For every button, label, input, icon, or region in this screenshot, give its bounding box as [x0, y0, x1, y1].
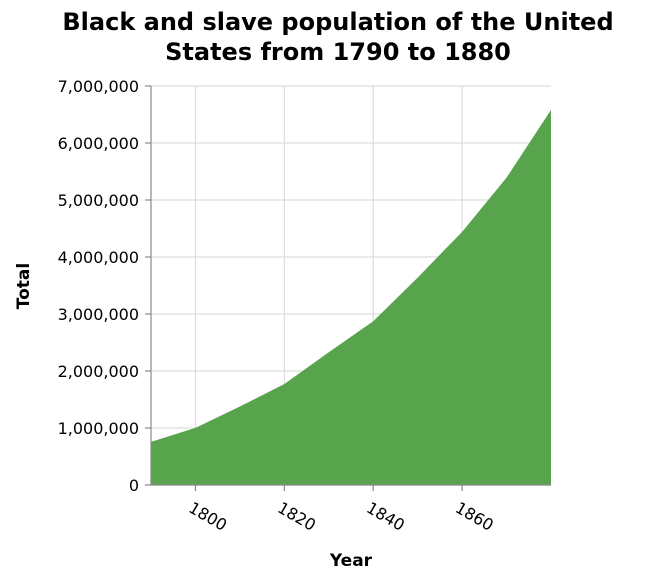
axes	[150, 86, 551, 486]
y-tick-label-7: 7,000,000	[58, 77, 139, 96]
x-tick-label-0: 1800	[185, 498, 230, 535]
y-tick-label-3: 3,000,000	[58, 305, 139, 324]
x-tick-label-3: 1860	[452, 498, 497, 535]
y-tick-label-6: 6,000,000	[58, 134, 139, 153]
y-tick-label-2: 2,000,000	[58, 362, 139, 381]
x-axis-ticks: 1800 1820 1840 1860	[185, 485, 497, 535]
y-tick-label-5: 5,000,000	[58, 191, 139, 210]
y-tick-label-4: 4,000,000	[58, 248, 139, 267]
x-axis-title: Year	[329, 551, 373, 571]
y-tick-label-0: 0	[129, 476, 139, 495]
chart-title-line-1: Black and slave population of the United	[62, 8, 613, 36]
x-tick-label-2: 1840	[363, 498, 408, 535]
area-fill	[151, 109, 551, 485]
x-tick-label-1: 1820	[274, 498, 319, 535]
y-axis-title: Total	[14, 263, 34, 309]
chart-title-line-2: States from 1790 to 1880	[165, 38, 511, 66]
y-tick-label-1: 1,000,000	[58, 419, 139, 438]
area-series	[151, 109, 551, 485]
y-axis-ticks: 0 1,000,000 2,000,000 3,000,000 4,000,000 5,0…	[58, 77, 151, 495]
